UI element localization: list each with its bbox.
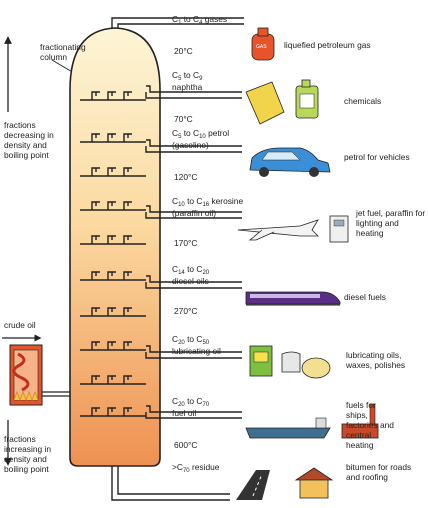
temperature-4: 270°C [174, 306, 198, 316]
use-6: fuels for ships, factories and central h… [346, 400, 394, 450]
outlet-pipe-5 [145, 345, 242, 359]
increasing-label: fractions increasing in density and boil… [4, 434, 52, 474]
use-4: diesel fuels [344, 292, 386, 302]
fraction-name-7: >C70 residue [172, 462, 220, 474]
tray-8 [80, 375, 146, 385]
crude-oil-label: crude oil [4, 320, 36, 330]
residue-pipe [111, 466, 230, 501]
outlet-pipes [145, 85, 242, 419]
furnace-icon [9, 344, 70, 406]
outlet-pipe-2 [145, 139, 242, 153]
jet-plane-icon [237, 215, 349, 243]
outlet-pipe-4 [145, 275, 242, 289]
use-1: chemicals [344, 96, 382, 106]
fraction-name-2: C5 to C10 petrol (gasoline) [172, 128, 230, 150]
temperature-6: 600°C [174, 440, 198, 450]
tray-1 [80, 133, 146, 143]
tray-5 [80, 271, 146, 281]
column-trays [80, 91, 146, 417]
use-3: jet fuel, paraffin for lighting and heat… [356, 208, 426, 238]
outlet-pipe-1 [145, 85, 242, 99]
decreasing-label: fractions decreasing in density and boil… [4, 120, 54, 160]
temperature-2: 120°C [174, 172, 198, 182]
fraction-name-0: C1 to C4 gases [172, 14, 228, 26]
tray-0 [80, 91, 146, 101]
fraction-name-4: C14 to C20 diesel oils [172, 264, 210, 286]
use-7: bitumen for roads and roofing [346, 462, 412, 482]
fraction-name-6: C20 to C70 fuel oil [172, 396, 210, 418]
temperature-3: 170°C [174, 238, 198, 248]
tray-2 [80, 167, 146, 177]
car-icon [249, 147, 331, 177]
use-5: lubricating oils, waxes, polishes [346, 350, 406, 370]
column-label: fractionating column [40, 42, 86, 62]
tray-9 [80, 407, 146, 417]
tray-7 [80, 341, 146, 351]
fraction-name-1: C5 to C9 naphtha [172, 70, 203, 92]
road-house-icon [236, 467, 334, 500]
outlet-pipe-6 [145, 405, 242, 419]
fraction-name-3: C10 to C16 kerosine (paraffin oil) [172, 196, 244, 218]
use-2: petrol for vehicles [344, 152, 410, 162]
gas-cylinder-icon: GAS [251, 27, 275, 61]
chemical-containers-icon [245, 79, 319, 125]
train-icon [245, 291, 341, 306]
tray-4 [80, 235, 146, 245]
use-0: liquefied petroleum gas [284, 40, 371, 50]
temperature-1: 70°C [174, 114, 193, 124]
top-pipe [111, 17, 244, 28]
fraction-name-5: C20 to C50 lubricating oil [172, 334, 221, 356]
tray-6 [80, 307, 146, 317]
outlet-pipe-3 [145, 205, 242, 219]
temperature-0: 20°C [174, 46, 193, 56]
ship-factory-icon [245, 403, 379, 439]
tray-3 [80, 201, 146, 211]
svg-text:GAS: GAS [256, 44, 267, 50]
oil-can-icon [249, 345, 331, 379]
